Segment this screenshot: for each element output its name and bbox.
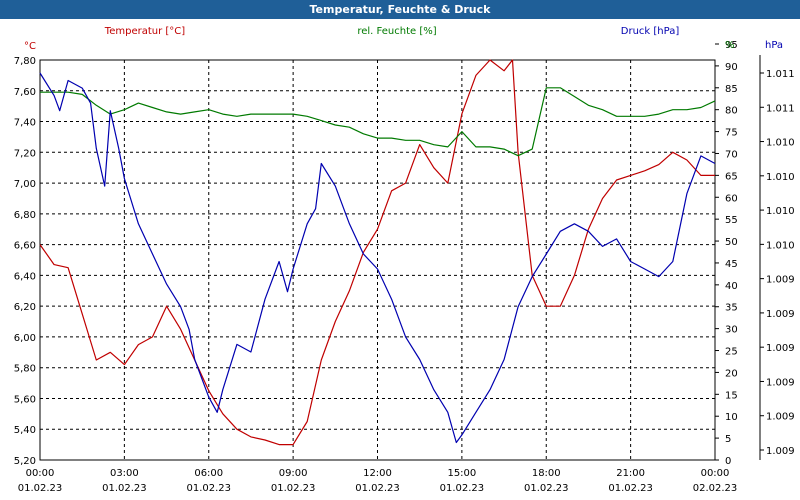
temperature-tick-label: 7,60 (14, 87, 36, 98)
pressure-series-line (39, 72, 716, 444)
x-tick-date: 01.02.23 (608, 483, 653, 494)
humidity-axis-title: rel. Feuchte [%] (357, 26, 436, 37)
temperature-tick-label: 5,80 (14, 364, 36, 375)
x-tick-date: 02.02.23 (693, 483, 738, 494)
humidity-tick-label: 15 (725, 390, 738, 401)
plot-frame (39, 59, 716, 461)
x-tick-date: 01.02.23 (18, 483, 63, 494)
temperature-tick-label: 5,60 (14, 394, 36, 405)
humidity-tick-label: 70 (725, 149, 738, 160)
humidity-tick-label: 35 (725, 303, 738, 314)
temperature-axis-title: Temperatur [°C] (104, 26, 185, 37)
humidity-tick-label: 20 (725, 368, 738, 379)
temperature-tick-label: 7,20 (14, 148, 36, 159)
temperature-tick-label: 7,80 (14, 56, 36, 67)
pressure-tick-label: 1.009 (766, 412, 795, 423)
temperature-tick-label: 6,60 (14, 241, 36, 252)
humidity-tick-label: 0 (725, 456, 731, 467)
humidity-tick-label: 65 (725, 171, 738, 182)
series-lines (39, 59, 716, 446)
x-tick-time: 21:00 (616, 468, 645, 479)
x-tick-date: 01.02.23 (271, 483, 316, 494)
x-tick-time: 03:00 (110, 468, 139, 479)
pressure-axis-title: Druck [hPa] (621, 26, 680, 37)
pressure-tick-label: 1.010 (766, 172, 795, 183)
temperature-tick-label: 6,80 (14, 210, 36, 221)
humidity-tick-label: 85 (725, 84, 738, 95)
temperature-tick-label: 6,00 (14, 333, 36, 344)
humidity-unit: % (725, 40, 735, 51)
pressure-tick-label: 1.009 (766, 343, 795, 354)
x-tick-time: 06:00 (194, 468, 223, 479)
temperature-tick-label: 6,40 (14, 271, 36, 282)
humidity-tick-label: 30 (725, 325, 738, 336)
humidity-tick-label: 50 (725, 237, 738, 248)
humidity-tick-label: 75 (725, 128, 738, 139)
x-tick-time: 18:00 (532, 468, 561, 479)
x-tick-time: 00:00 (701, 468, 730, 479)
pressure-tick-label: 1.009 (766, 446, 795, 457)
temperature-tick-label: 7,40 (14, 118, 36, 129)
temperature-tick-label: 6,20 (14, 302, 36, 313)
humidity-series-line (40, 87, 716, 157)
x-tick-time: 15:00 (447, 468, 476, 479)
x-tick-date: 01.02.23 (186, 483, 231, 494)
humidity-tick-label: 40 (725, 281, 738, 292)
x-tick-time: 00:00 (26, 468, 55, 479)
pressure-tick-label: 1.009 (766, 377, 795, 388)
pressure-tick-label: 1.010 (766, 138, 795, 149)
grid (40, 60, 715, 460)
humidity-tick-label: 5 (725, 434, 731, 445)
humidity-tick-label: 90 (725, 62, 738, 73)
humidity-tick-label: 25 (725, 347, 738, 358)
x-tick-time: 09:00 (279, 468, 308, 479)
temperature-tick-label: 7,00 (14, 179, 36, 190)
pressure-tick-label: 1.010 (766, 240, 795, 251)
x-tick-date: 01.02.23 (355, 483, 400, 494)
x-tick-date: 01.02.23 (102, 483, 147, 494)
humidity-tick-label: 60 (725, 193, 738, 204)
pressure-tick-label: 1.010 (766, 206, 795, 217)
axes: 00:00 01.02.23 03:00 01.02.23 06:00 01.02.23 0… (14, 26, 795, 494)
temperature-tick-label: 5,20 (14, 456, 36, 467)
temperature-unit: °C (24, 41, 36, 52)
humidity-tick-label: 55 (725, 215, 738, 226)
humidity-tick-label: 10 (725, 412, 738, 423)
temperature-series-line (39, 59, 715, 446)
pressure-tick-label: 1.009 (766, 309, 795, 320)
humidity-tick-label: 45 (725, 259, 738, 270)
pressure-unit: hPa (765, 40, 783, 51)
pressure-tick-label: 1.009 (766, 275, 795, 286)
temperature-tick-label: 5,40 (14, 425, 36, 436)
humidity-tick-label: 80 (725, 106, 738, 117)
chart-title: Temperatur, Feuchte & Druck (0, 0, 800, 19)
x-tick-date: 01.02.23 (440, 483, 485, 494)
humidity-tick-label: 95 (725, 40, 738, 51)
pressure-tick-label: 1.011 (766, 69, 795, 80)
pressure-tick-label: 1.011 (766, 103, 795, 114)
x-tick-date: 01.02.23 (524, 483, 569, 494)
x-tick-time: 12:00 (363, 468, 392, 479)
